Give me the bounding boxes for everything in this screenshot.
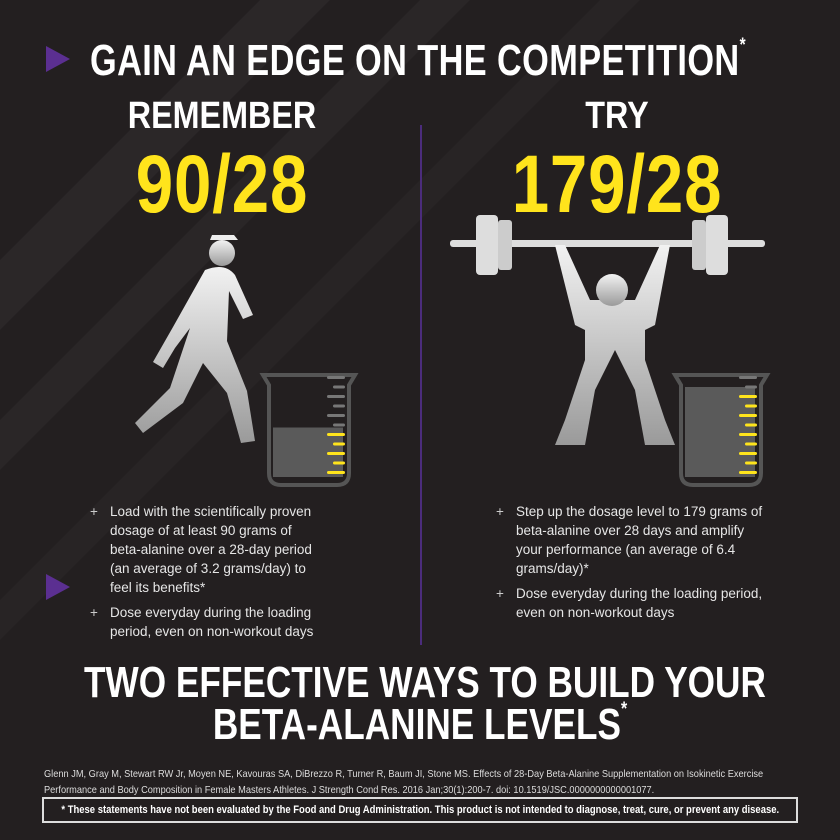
beaker-tick xyxy=(333,404,345,408)
left-ratio: 90/28 xyxy=(135,139,309,230)
beaker-tick xyxy=(333,423,345,427)
beaker-tick xyxy=(327,433,345,436)
right-bullets: Step up the dosage level to 179 grams of… xyxy=(496,502,766,628)
beaker-tick xyxy=(327,414,345,417)
beaker-tick xyxy=(739,376,757,379)
right-ratio: 179/28 xyxy=(511,139,723,230)
citation: Glenn JM, Gray M, Stewart RW Jr, Moyen N… xyxy=(44,768,764,796)
bottom-heading-line1: TWO EFFECTIVE WAYS TO BUILD YOUR xyxy=(84,658,766,707)
beaker-tick xyxy=(327,471,345,474)
beaker-fill xyxy=(685,387,755,477)
beaker-tick xyxy=(739,452,757,455)
beaker-tick xyxy=(739,395,757,398)
beaker-outline xyxy=(671,373,771,487)
beaker-tick xyxy=(739,471,757,474)
beaker-tick xyxy=(745,442,757,446)
left-bullets: Load with the scientifically proven dosa… xyxy=(90,502,320,647)
beaker-icon xyxy=(259,373,359,487)
divider xyxy=(420,125,422,645)
beaker-tick xyxy=(333,461,345,465)
beaker-tick xyxy=(745,423,757,427)
list-item: Dose everyday during the loading period,… xyxy=(496,584,766,622)
illustrations xyxy=(135,215,771,487)
left-heading: REMEMBER xyxy=(127,95,317,137)
beaker-tick xyxy=(333,385,345,389)
beaker-tick xyxy=(327,376,345,379)
disclaimer-box: * These statements have not been evaluat… xyxy=(42,797,798,823)
list-item: Dose everyday during the loading period,… xyxy=(90,603,320,641)
beaker-tick xyxy=(333,442,345,446)
beaker-tick xyxy=(327,452,345,455)
disclaimer: * These statements have not been evaluat… xyxy=(61,804,779,816)
beaker-icon xyxy=(671,373,771,487)
list-item: Load with the scientifically proven dosa… xyxy=(90,502,320,597)
list-item: Step up the dosage level to 179 grams of… xyxy=(496,502,766,578)
weightlifter-icon xyxy=(450,215,765,445)
beaker-outline xyxy=(259,373,359,487)
beaker-tick xyxy=(327,395,345,398)
beaker-tick xyxy=(739,414,757,417)
right-heading: TRY xyxy=(585,95,649,137)
beaker-tick xyxy=(745,385,757,389)
beaker-tick xyxy=(745,461,757,465)
play-triangle-icon xyxy=(46,46,70,72)
bottom-heading-line2: BETA-ALANINE LEVELS* xyxy=(212,698,628,749)
play-triangle-icon xyxy=(46,574,70,600)
beaker-tick xyxy=(745,404,757,408)
page-title: GAIN AN EDGE ON THE COMPETITION* xyxy=(90,34,746,85)
beaker-tick xyxy=(739,433,757,436)
runner-icon xyxy=(135,235,255,443)
